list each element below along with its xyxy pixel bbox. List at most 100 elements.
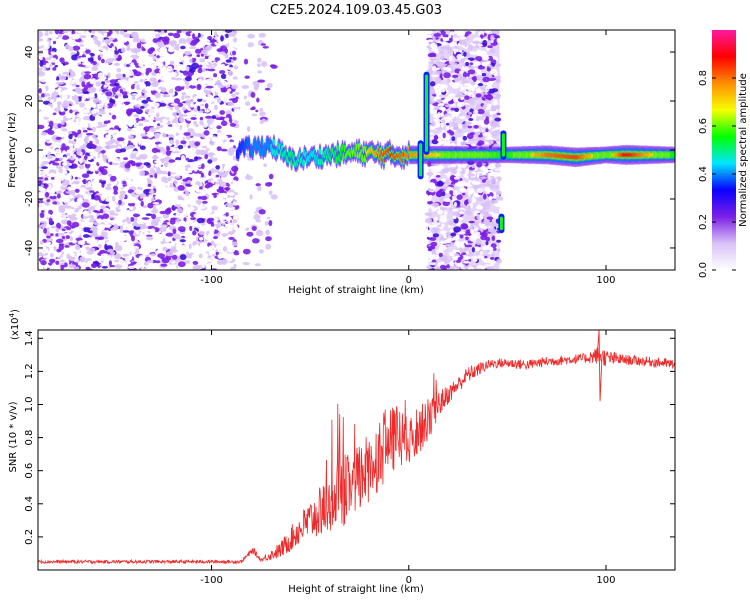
noise-speckle — [427, 188, 435, 192]
noise-speckle — [465, 250, 469, 255]
noise-speckle — [109, 161, 113, 165]
noise-speckle — [467, 266, 474, 270]
noise-speckle — [445, 243, 452, 247]
noise-speckle — [220, 63, 226, 70]
noise-speckle — [201, 163, 205, 170]
noise-speckle — [101, 201, 109, 205]
noise-speckle — [453, 226, 462, 233]
noise-speckle — [266, 216, 270, 220]
noise-speckle — [254, 263, 261, 267]
noise-speckle — [136, 84, 140, 90]
noise-speckle — [214, 31, 218, 37]
noise-speckle — [225, 203, 231, 206]
noise-speckle — [84, 122, 89, 128]
noise-speckle — [145, 86, 150, 93]
noise-speckle — [85, 258, 92, 261]
noise-speckle — [146, 236, 154, 241]
noise-speckle — [450, 111, 456, 118]
noise-speckle — [50, 85, 54, 89]
noise-speckle — [172, 147, 180, 152]
noise-speckle — [223, 204, 227, 211]
noise-speckle — [202, 200, 208, 204]
noise-speckle — [438, 252, 443, 257]
noise-speckle — [214, 57, 221, 61]
noise-speckle — [467, 173, 475, 177]
noise-speckle — [38, 202, 42, 209]
noise-speckle — [442, 34, 450, 38]
noise-speckle — [433, 33, 441, 37]
noise-speckle — [454, 122, 458, 128]
noise-speckle — [119, 115, 124, 121]
noise-speckle — [101, 81, 105, 85]
noise-speckle — [175, 159, 180, 163]
noise-speckle — [427, 251, 433, 258]
noise-speckle — [101, 169, 108, 176]
noise-speckle — [173, 57, 180, 62]
noise-speckle — [40, 246, 47, 250]
noise-speckle — [444, 104, 450, 108]
noise-speckle — [97, 72, 105, 78]
noise-speckle — [175, 139, 180, 144]
noise-speckle — [189, 265, 193, 270]
noise-speckle — [161, 230, 166, 237]
noise-speckle — [479, 250, 483, 255]
noise-speckle — [195, 149, 201, 156]
noise-speckle — [112, 157, 120, 164]
noise-speckle — [48, 49, 52, 55]
noise-speckle — [200, 150, 209, 155]
noise-speckle — [176, 190, 184, 196]
noise-speckle — [105, 186, 112, 191]
noise-speckle — [231, 134, 238, 141]
noise-speckle — [467, 57, 475, 61]
noise-speckle — [43, 107, 49, 113]
noise-speckle — [46, 242, 51, 247]
noise-speckle — [187, 107, 192, 111]
noise-speckle — [203, 252, 209, 258]
noise-speckle — [474, 221, 479, 228]
noise-speckle — [149, 168, 155, 174]
noise-speckle — [90, 104, 96, 107]
noise-speckle — [182, 180, 186, 186]
noise-speckle — [431, 185, 437, 190]
noise-speckle — [121, 47, 126, 53]
noise-speckle — [219, 181, 227, 188]
noise-speckle — [450, 232, 457, 237]
noise-speckle — [126, 121, 135, 126]
noise-speckle — [432, 227, 441, 231]
noise-speckle — [436, 61, 442, 67]
noise-speckle — [52, 162, 60, 166]
noise-speckle — [493, 171, 502, 178]
noise-speckle — [130, 31, 139, 38]
noise-speckle — [217, 265, 225, 270]
noise-speckle — [255, 109, 259, 113]
noise-speckle — [160, 56, 165, 63]
noise-speckle — [143, 231, 150, 236]
noise-speckle — [145, 67, 152, 73]
noise-speckle — [135, 162, 143, 166]
noise-speckle — [440, 230, 447, 235]
noise-speckle — [198, 253, 203, 259]
noise-speckle — [74, 176, 78, 180]
noise-speckle — [425, 217, 432, 224]
noise-speckle — [129, 153, 136, 159]
noise-speckle — [170, 167, 179, 173]
noise-speckle — [177, 185, 185, 191]
noise-speckle — [147, 183, 152, 187]
noise-speckle — [123, 157, 128, 161]
noise-speckle — [428, 132, 434, 136]
noise-speckle — [484, 255, 488, 259]
noise-speckle — [54, 61, 59, 65]
noise-speckle — [466, 72, 470, 77]
noise-speckle — [205, 148, 210, 151]
noise-speckle — [465, 61, 469, 67]
noise-speckle — [58, 244, 64, 251]
noise-speckle — [56, 222, 61, 229]
noise-speckle — [115, 176, 122, 179]
noise-speckle — [103, 207, 110, 212]
noise-speckle — [209, 76, 214, 80]
noise-speckle — [433, 135, 439, 140]
noise-speckle — [485, 128, 489, 133]
noise-speckle — [149, 30, 156, 34]
noise-speckle — [92, 35, 98, 41]
